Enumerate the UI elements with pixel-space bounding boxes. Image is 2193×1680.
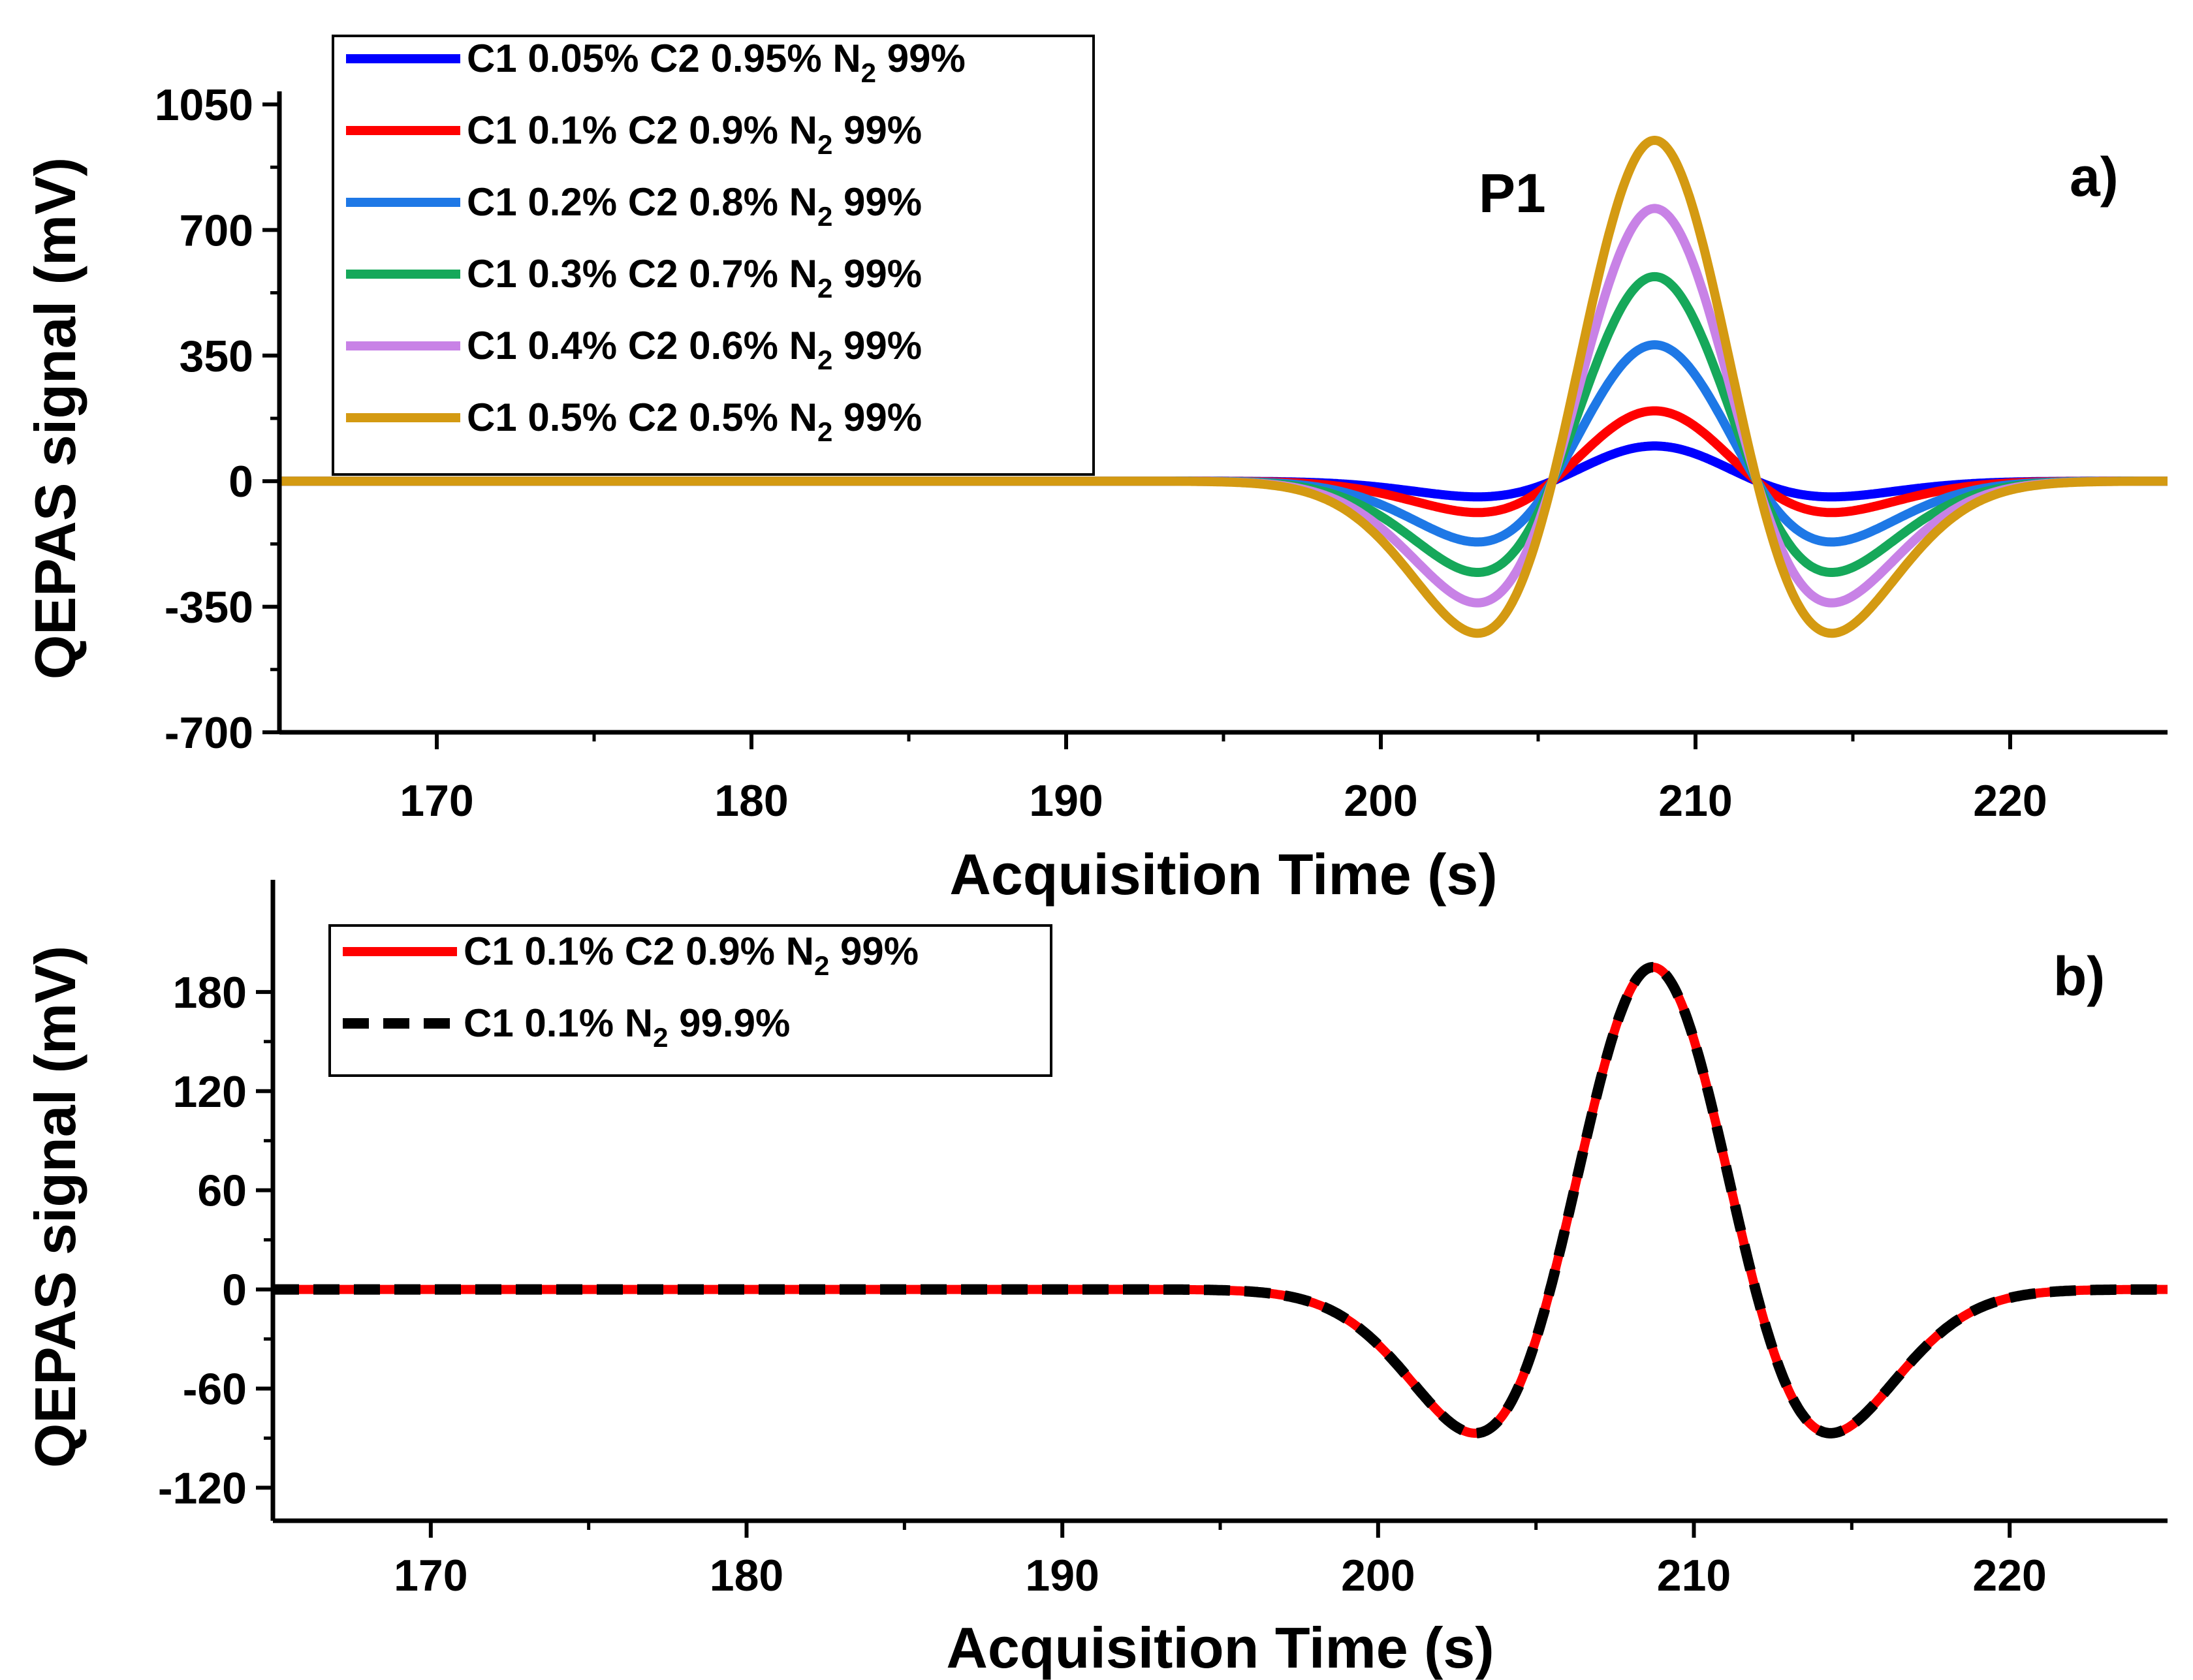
legend-label: C1 0.1% C2 0.9% N2 99% [464, 929, 919, 981]
x-tick-label: 180 [714, 776, 788, 826]
legend-label: C1 0.3% C2 0.7% N2 99% [467, 252, 922, 303]
y-tick-label: 120 [173, 1067, 247, 1117]
panel-a: 170 180 190 200 210 220 -700 -350 0 350 700 1050 Acq… [23, 35, 2171, 907]
x-tick-label: 220 [1973, 776, 2047, 826]
legend-label: C1 0.5% C2 0.5% N2 99% [467, 396, 922, 447]
y-tick-label: -700 [165, 708, 253, 758]
x-tick-label: 220 [1972, 1551, 2046, 1600]
legend-entry: C1 0.5% C2 0.5% N2 99% [346, 396, 922, 447]
x-tick-label: 170 [400, 776, 473, 826]
legend-entry: C1 0.1% C2 0.9% N2 99% [346, 108, 922, 160]
legend-entry: C1 0.4% C2 0.6% N2 99% [346, 324, 922, 375]
legend-label: C1 0.1% C2 0.9% N2 99% [467, 108, 922, 160]
series-line-6 [276, 136, 2171, 638]
y-tick-label: 0 [222, 1266, 247, 1315]
legend-entry: C1 0.05% C2 0.95% N2 99% [346, 37, 966, 88]
legend: C1 0.1% C2 0.9% N2 99% C1 0.1% N2 99.9% [328, 924, 1052, 1077]
x-tick-label: 190 [1029, 776, 1103, 826]
legend-box [332, 35, 1095, 476]
x-tick-label: 200 [1344, 776, 1417, 826]
x-tick-label: 200 [1341, 1551, 1415, 1600]
y-tick-label: 350 [180, 332, 253, 381]
y-axis-title: QEPAS signal (mV) [23, 157, 87, 679]
legend-entry: C1 0.1% N2 99.9% [343, 1001, 790, 1053]
series-line-2 [269, 961, 2171, 1439]
legend-entry: C1 0.2% C2 0.8% N2 99% [346, 180, 922, 232]
legend-label: C1 0.2% C2 0.8% N2 99% [467, 180, 922, 232]
x-tick-label: 190 [1025, 1551, 1099, 1600]
y-tick-label: -60 [183, 1364, 247, 1414]
panel-label: b) [2053, 946, 2105, 1007]
x-axis-title: Acquisition Time (s) [949, 842, 1497, 907]
panel-label: a) [2070, 146, 2119, 208]
y-tick-label: 700 [180, 206, 253, 255]
y-tick-label: 180 [173, 968, 247, 1018]
y-tick-label: -350 [165, 583, 253, 632]
legend-label: C1 0.1% N2 99.9% [464, 1001, 790, 1053]
y-tick-label: 1050 [155, 80, 253, 130]
y-axis-title: QEPAS signal (mV) [23, 946, 87, 1468]
x-tick-label: 180 [710, 1551, 783, 1600]
y-tick-label: -120 [158, 1463, 247, 1513]
panel-b: 170 180 190 200 210 220 -120 -60 0 60 120 180 Acquis… [23, 880, 2171, 1680]
legend-label: C1 0.4% C2 0.6% N2 99% [467, 324, 922, 375]
legend-entry: C1 0.1% C2 0.9% N2 99% [343, 929, 919, 981]
peak-annotation: P1 [1479, 163, 1546, 224]
x-tick-label: 210 [1657, 1551, 1731, 1600]
legend-label: C1 0.05% C2 0.95% N2 99% [467, 37, 966, 88]
x-axis-title: Acquisition Time (s) [946, 1615, 1494, 1680]
x-tick-label: 170 [394, 1551, 467, 1600]
y-tick-label: 0 [229, 457, 253, 506]
x-tick-label: 210 [1658, 776, 1732, 826]
legend: C1 0.05% C2 0.95% N2 99% C1 0.1% C2 0.9% … [332, 35, 1095, 476]
legend-entry: C1 0.3% C2 0.7% N2 99% [346, 252, 922, 303]
y-tick-label: 60 [197, 1166, 247, 1216]
